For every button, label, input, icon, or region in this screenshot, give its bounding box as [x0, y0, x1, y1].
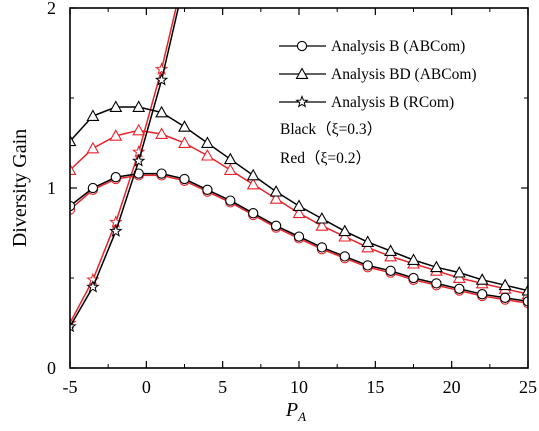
x-tick-label: 10	[290, 377, 308, 397]
data-point-triangle-red	[269, 192, 283, 204]
plot-border	[69, 7, 529, 369]
data-point-triangle-red	[70, 163, 77, 175]
data-point-circle-black	[179, 173, 190, 185]
legend-marker-triangle	[295, 67, 309, 79]
data-point-triangle-black	[475, 273, 489, 285]
data-point-triangle-black	[200, 136, 214, 148]
y-axis-label: Diversity Gain	[9, 129, 31, 247]
data-point-circle-black	[522, 296, 528, 307]
data-point-circle-black	[431, 278, 442, 289]
data-point-triangle-black	[292, 199, 306, 211]
note-black: Black（ξ=0.3）	[280, 121, 382, 138]
data-point-circle-black	[477, 289, 488, 300]
y-tick-label: 1	[47, 178, 56, 198]
legend-marker-star	[295, 94, 309, 108]
data-point-circle-black	[202, 184, 213, 195]
data-point-triangle-black	[178, 120, 191, 132]
data-point-triangle-black	[155, 105, 169, 118]
series-line-star-black	[70, 8, 180, 327]
data-point-triangle-red	[292, 206, 306, 219]
data-point-triangle-black	[70, 134, 77, 147]
data-point-circle-black	[110, 172, 121, 183]
data-point-triangle-black	[407, 253, 420, 265]
legend-label: Analysis BD (ABCom)	[331, 66, 477, 83]
data-point-triangle-black	[429, 260, 443, 273]
data-point-triangle-black	[132, 100, 146, 112]
legend-label: Analysis B (RCom)	[331, 94, 454, 111]
data-point-star-black	[86, 279, 100, 293]
annotations: Black（ξ=0.3） Red（ξ=0.2）	[280, 121, 382, 167]
data-point-triangle-red	[246, 177, 260, 190]
x-tick-label: 25	[519, 377, 537, 397]
data-point-circle-black	[316, 242, 328, 253]
data-point-triangle-red	[315, 219, 329, 231]
data-point-triangle-red	[178, 136, 191, 148]
data-point-circle-black	[408, 272, 419, 284]
data-point-triangle-black	[521, 283, 528, 296]
y-tick-label: 0	[47, 358, 56, 378]
note-red: Red（ξ=0.2）	[280, 150, 371, 167]
data-point-circle-black	[248, 208, 259, 219]
data-point-triangle-red	[200, 148, 214, 161]
data-point-star-red	[154, 62, 169, 75]
axis-ticks: -5 0 5 10 15 20 25 0 1 2	[47, 0, 537, 397]
data-point-triangle-black	[338, 224, 352, 237]
axes-frame	[69, 7, 529, 369]
x-tick-label: 20	[443, 377, 461, 397]
series-line-star-red	[70, 8, 177, 324]
data-point-circle-black	[87, 182, 99, 194]
data-point-triangle-black	[269, 184, 283, 197]
data-point-triangle-red	[132, 123, 146, 136]
data-point-triangle-black	[384, 244, 398, 256]
legend: Analysis B (ABCom) Analysis BD (ABCom) Ana…	[279, 38, 477, 111]
data-point-circle-black	[225, 195, 236, 206]
x-tick-label: 15	[366, 377, 384, 397]
data-point-circle-black	[293, 231, 305, 242]
y-tick-label: 2	[47, 0, 56, 18]
data-point-triangle-black	[246, 168, 260, 181]
data-point-star-black	[132, 153, 146, 167]
x-tick-label: 5	[218, 377, 227, 397]
data-point-triangle-black	[452, 265, 466, 278]
data-point-triangle-black	[86, 109, 100, 121]
data-point-circle-black	[454, 283, 465, 294]
data-point-triangle-black	[223, 152, 237, 165]
x-axis-label: PA	[285, 399, 306, 424]
data-point-star-black	[154, 72, 169, 86]
data-point-triangle-red	[155, 127, 169, 139]
data-point-triangle-black	[109, 100, 123, 112]
data-point-triangle-red	[109, 129, 123, 141]
data-point-triangle-black	[315, 211, 329, 224]
data-point-circle-black	[339, 251, 350, 262]
data-point-circle-black	[499, 292, 511, 303]
data-point-circle-black	[156, 168, 167, 179]
x-tick-label: -5	[63, 377, 78, 397]
data-point-triangle-black	[361, 235, 375, 247]
data-point-triangle-black	[498, 278, 512, 291]
data-point-circle-black	[270, 220, 282, 231]
data-point-star-black	[70, 319, 77, 333]
x-tick-label: 0	[142, 377, 151, 397]
data-point-triangle-red	[223, 163, 237, 175]
data-point-triangle-red	[86, 141, 100, 154]
legend-marker-circle	[296, 40, 308, 52]
data-point-circle-black	[362, 260, 373, 271]
plot-area	[70, 8, 528, 333]
legend-label: Analysis B (ABCom)	[331, 38, 465, 55]
data-point-circle-black	[385, 265, 396, 276]
data-point-star-black	[109, 224, 123, 237]
